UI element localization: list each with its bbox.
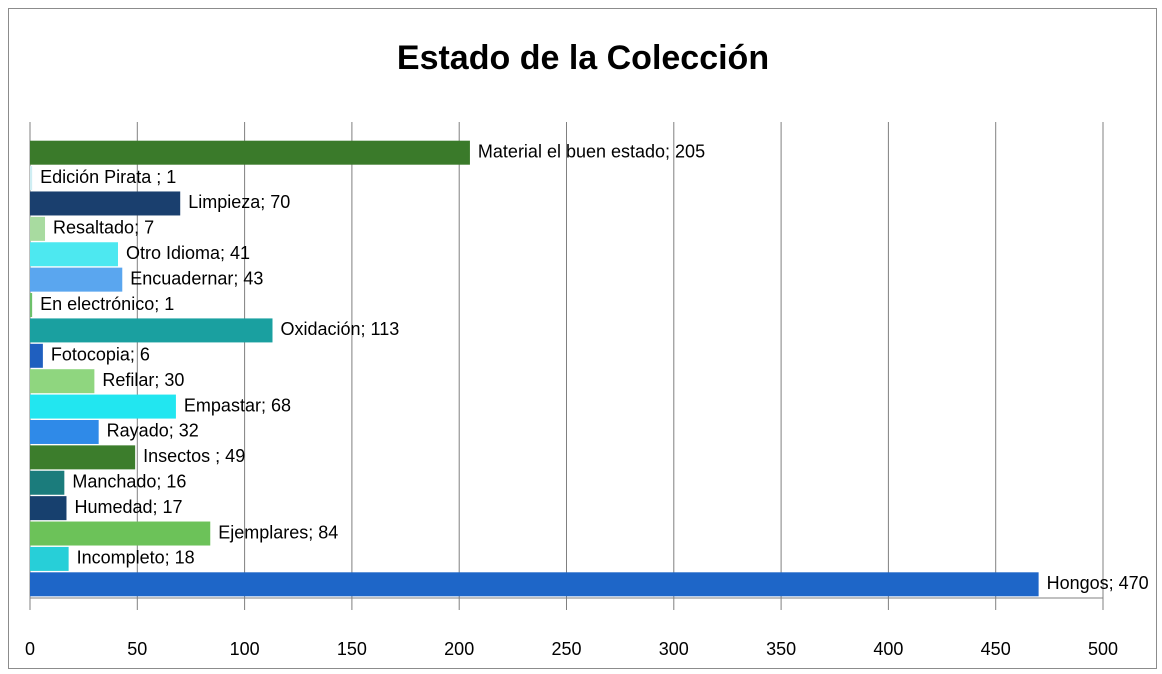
x-tick-label: 250 xyxy=(551,639,581,659)
data-label: Hongos; 470 xyxy=(1047,573,1149,593)
bar xyxy=(30,546,69,571)
data-label: Oxidación; 113 xyxy=(280,319,399,339)
x-tick-label: 400 xyxy=(873,639,903,659)
bar xyxy=(30,191,181,216)
bar xyxy=(30,242,118,267)
data-label: Insectos ; 49 xyxy=(143,446,245,466)
data-label: Material el buen estado; 205 xyxy=(478,141,705,161)
bar xyxy=(30,394,176,419)
data-label: Fotocopia; 6 xyxy=(51,345,150,365)
bar xyxy=(30,267,123,292)
x-tick-label: 450 xyxy=(981,639,1011,659)
bar xyxy=(30,445,136,470)
x-tick-label: 50 xyxy=(127,639,147,659)
data-label: Otro Idioma; 41 xyxy=(126,243,250,263)
data-label: Incompleto; 18 xyxy=(77,548,195,568)
data-label: Manchado; 16 xyxy=(72,472,186,492)
bar xyxy=(30,318,273,343)
bar xyxy=(30,521,211,546)
bar xyxy=(30,369,95,394)
bar xyxy=(30,216,46,241)
x-tick-label: 0 xyxy=(25,639,35,659)
bar xyxy=(30,166,33,191)
bar xyxy=(30,470,65,495)
x-tick-label: 500 xyxy=(1088,639,1118,659)
bar xyxy=(30,293,33,318)
x-tick-label: 300 xyxy=(659,639,689,659)
bar xyxy=(30,343,43,368)
data-label: Ejemplares; 84 xyxy=(218,522,338,542)
x-tick-label: 100 xyxy=(230,639,260,659)
x-tick-label: 350 xyxy=(766,639,796,659)
data-label: En electrónico; 1 xyxy=(40,294,174,314)
data-label: Refilar; 30 xyxy=(102,370,184,390)
bar xyxy=(30,572,1039,597)
bar xyxy=(30,419,99,444)
data-label: Rayado; 32 xyxy=(107,421,199,441)
data-label: Resaltado; 7 xyxy=(53,218,154,238)
x-tick-label: 200 xyxy=(444,639,474,659)
data-label: Empastar; 68 xyxy=(184,395,291,415)
bar xyxy=(30,140,470,165)
data-label: Edición Pirata ; 1 xyxy=(40,167,176,187)
data-label: Humedad; 17 xyxy=(74,497,182,517)
data-label: Encuadernar; 43 xyxy=(130,268,263,288)
data-label: Limpieza; 70 xyxy=(188,192,290,212)
x-tick-label: 150 xyxy=(337,639,367,659)
bar xyxy=(30,496,67,521)
chart-title: Estado de la Colección xyxy=(397,39,769,77)
